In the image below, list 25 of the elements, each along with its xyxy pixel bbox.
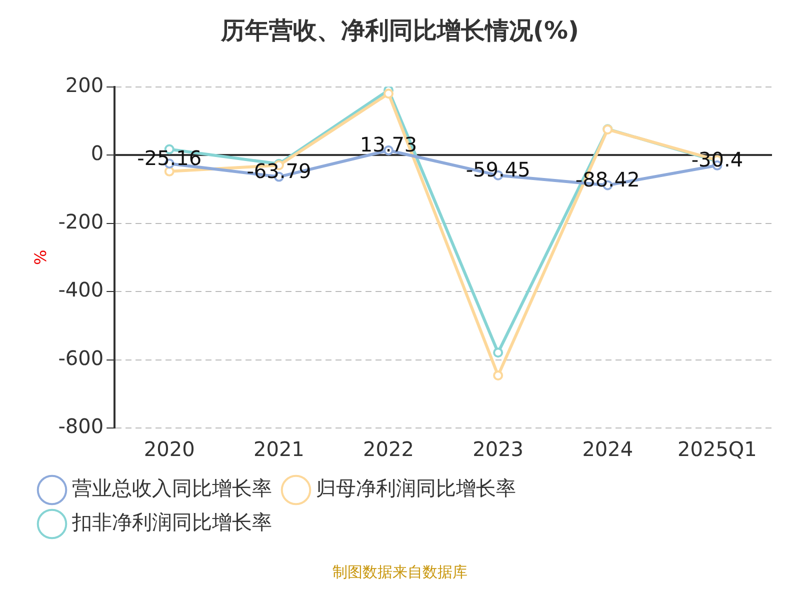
y-tick-label: -800 [58, 414, 104, 438]
y-tick-label: 200 [65, 73, 104, 98]
y-tick-label: -200 [58, 209, 104, 234]
legend-label: 归母净利润同比增长率 [316, 476, 516, 500]
legend-label: 扣非净利润同比增长率 [71, 510, 272, 534]
x-tick-label: 2021 [253, 437, 304, 462]
x-tick-label: 2022 [363, 437, 414, 462]
data-label: 13.73 [360, 132, 418, 157]
point [384, 88, 394, 99]
text: 制图数据来自数据库 [332, 562, 468, 581]
x-tick-label: 2025Q1 [678, 437, 757, 462]
data-label: -59.45 [466, 158, 530, 182]
y-tick-label: -600 [58, 346, 104, 370]
x-tick-label: 2020 [144, 437, 195, 462]
point [493, 348, 504, 358]
point [493, 370, 504, 380]
y-axis-title: % [30, 250, 50, 265]
data-label: -63.79 [246, 159, 312, 184]
x-tick-label: 2024 [582, 437, 634, 462]
y-tick-label: -400 [58, 278, 104, 302]
legend-label: 营业总收入同比增长率 [72, 476, 272, 500]
chart-title: 历年营收、净利同比增长情况(%) [220, 16, 579, 45]
data-label: -88.42 [575, 167, 640, 192]
x-tick-label: 2023 [472, 437, 524, 462]
y-tick-label: 0 [90, 141, 104, 166]
